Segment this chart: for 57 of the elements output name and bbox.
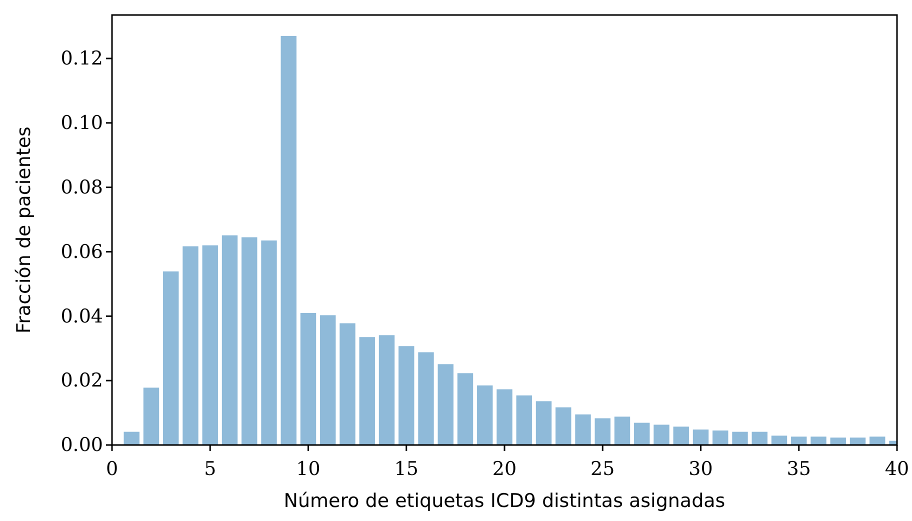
bar	[280, 36, 296, 445]
bar	[418, 352, 434, 445]
bar	[771, 436, 788, 445]
bar	[300, 312, 316, 445]
y-axis-title: Fracción de pacientes	[13, 126, 35, 334]
bar	[830, 438, 846, 445]
bar	[124, 432, 140, 445]
bar	[614, 416, 630, 445]
bar	[810, 436, 826, 445]
y-tick-label: 0.12	[60, 48, 103, 70]
bar	[870, 436, 886, 445]
bar	[594, 418, 610, 445]
y-tick-label: 0.00	[60, 434, 103, 456]
x-tick-label: 40	[884, 458, 910, 480]
bar	[673, 426, 689, 445]
x-tick-label: 35	[786, 458, 811, 480]
bar	[438, 364, 454, 445]
x-tick-label: 20	[492, 458, 517, 480]
bar	[536, 401, 552, 445]
bar	[222, 235, 238, 445]
bar	[398, 346, 414, 445]
y-tick-label: 0.08	[60, 176, 103, 198]
bar	[320, 315, 336, 445]
bar	[202, 245, 218, 445]
bar	[575, 414, 591, 445]
bar	[692, 430, 709, 445]
bar	[496, 389, 512, 445]
bar	[634, 422, 650, 445]
x-tick-label: 15	[394, 458, 418, 480]
bar	[457, 373, 474, 445]
y-tick-label: 0.04	[60, 305, 103, 328]
x-tick-label: 25	[590, 458, 615, 480]
bar	[752, 432, 768, 445]
bar	[556, 407, 572, 445]
bar	[242, 237, 258, 445]
bar	[359, 337, 375, 445]
y-tick-label: 0.02	[60, 370, 103, 392]
bar	[143, 388, 160, 445]
y-tick-label: 0.10	[60, 112, 103, 134]
x-tick-label: 5	[204, 458, 216, 480]
x-axis-title: Número de etiquetas ICD9 distintas asignadas	[284, 490, 726, 512]
bar	[654, 424, 670, 445]
bar	[261, 240, 277, 445]
bar	[182, 246, 198, 445]
bar	[340, 323, 356, 445]
bar	[163, 271, 179, 445]
bar	[378, 335, 395, 445]
x-tick-label: 10	[296, 458, 320, 480]
bar	[516, 395, 532, 445]
x-tick-label: 30	[688, 458, 713, 480]
x-tick-label: 0	[106, 458, 118, 480]
bar	[850, 438, 866, 445]
y-tick-label: 0.06	[60, 240, 103, 263]
bar	[712, 430, 728, 445]
bar	[791, 436, 807, 445]
bar	[732, 432, 748, 445]
bar	[477, 385, 493, 445]
